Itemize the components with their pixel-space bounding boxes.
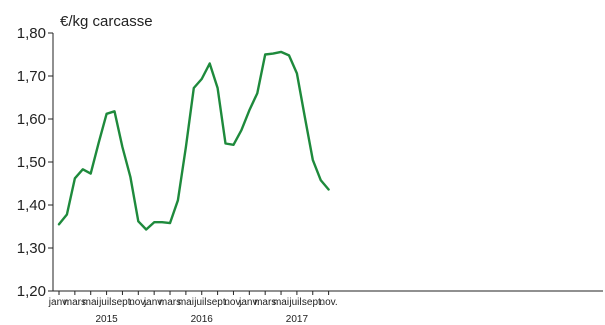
x-tick-label: sept. [302,297,324,308]
x-tick-label: mars [64,297,86,308]
x-tick-label: nov. [320,297,338,308]
x-tick-label: mars [159,297,181,308]
x-tick-label: mai [178,297,194,308]
y-tick-label: 1,80 [17,25,46,42]
x-tick-label: nov. [224,297,242,308]
y-tick-label: 1,70 [17,68,46,85]
year-label: 2016 [191,314,214,325]
x-tick-label: janv. [143,297,164,308]
series-line [57,50,330,231]
y-axis-label: €/kg carcasse [60,13,153,30]
year-label: 2015 [95,314,118,325]
x-tick-label: juil. [193,297,209,308]
y-tick-label: 1,40 [17,197,46,214]
y-tick-label: 1,60 [17,111,46,128]
y-tick-label: 1,30 [17,240,46,257]
x-tick-label: janv. [238,297,259,308]
year-label: 2017 [286,314,309,325]
y-tick-label: 1,20 [17,283,46,300]
x-tick-label: mai [83,297,99,308]
y-tick-label: 1,50 [17,154,46,171]
x-tick-label: mai [273,297,289,308]
x-tick-label: sept. [207,297,229,308]
x-tick-label: juil. [288,297,304,308]
x-tick-label: juil. [98,297,114,308]
x-tick-label: nov. [129,297,147,308]
x-tick-label: janv. [48,297,69,308]
y-axis: 1,20 1,30 1,40 1,50 1,60 1,70 1,80 [17,25,53,300]
x-tick-label: sept. [112,297,134,308]
x-tick-label: mars [254,297,276,308]
